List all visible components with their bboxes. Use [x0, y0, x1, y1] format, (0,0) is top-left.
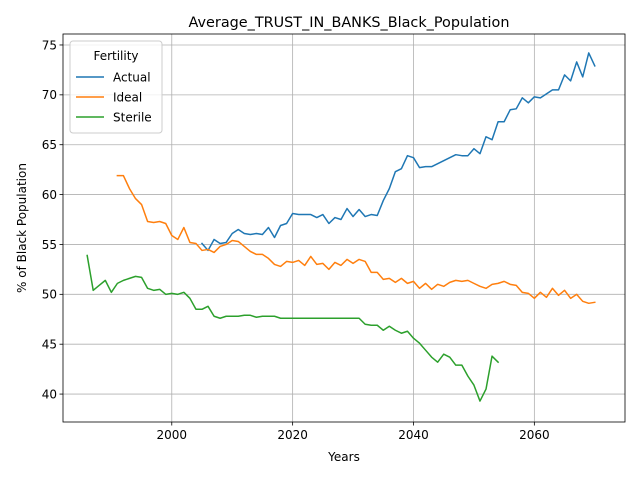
y-tick-label: 55	[42, 238, 57, 252]
x-tick-label: 2060	[519, 428, 550, 442]
series-line-sterile	[86, 254, 500, 402]
legend-label-sterile: Sterile	[113, 110, 152, 124]
y-tick-label: 65	[42, 138, 57, 152]
y-tick-label: 60	[42, 188, 57, 202]
x-tick-label: 2000	[157, 428, 188, 442]
series-line-actual	[200, 52, 596, 252]
legend-entries: Actual Ideal Sterile	[76, 70, 152, 124]
legend-label-actual: Actual	[113, 70, 151, 84]
series-line-ideal	[116, 174, 596, 305]
y-tick-label: 75	[42, 38, 57, 52]
legend-title: Fertility	[93, 49, 138, 63]
legend-frame	[69, 40, 163, 134]
y-axis-label: % of Black Population	[15, 163, 29, 293]
x-tick-label: 2020	[277, 428, 308, 442]
y-tick-label: 50	[42, 288, 57, 302]
x-tick-label: 2040	[398, 428, 429, 442]
chart-title: Average_TRUST_IN_BANKS_Black_Population	[189, 15, 510, 31]
x-axis-ticks: 2000 2020 2040 2060	[157, 422, 550, 442]
y-tick-label: 40	[42, 387, 57, 401]
y-tick-label: 70	[42, 88, 57, 102]
y-tick-label: 45	[42, 338, 57, 352]
legend-label-ideal: Ideal	[113, 90, 142, 104]
legend: Fertility Actual Ideal Sterile	[69, 40, 163, 134]
plot-area-frame	[62, 33, 626, 423]
y-axis-ticks: 40 45 50 55 60 65 70 75	[42, 38, 63, 401]
x-axis-label: Years	[327, 450, 360, 464]
series-layer	[86, 52, 596, 402]
